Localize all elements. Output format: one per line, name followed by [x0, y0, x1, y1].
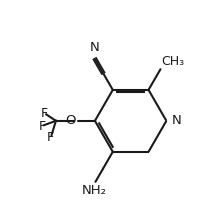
Text: F: F	[41, 107, 48, 120]
Text: F: F	[47, 131, 54, 144]
Text: CH₃: CH₃	[162, 55, 185, 68]
Text: N: N	[90, 41, 99, 54]
Text: O: O	[65, 114, 75, 127]
Text: N: N	[172, 114, 182, 127]
Text: F: F	[38, 120, 45, 133]
Text: NH₂: NH₂	[82, 184, 107, 197]
